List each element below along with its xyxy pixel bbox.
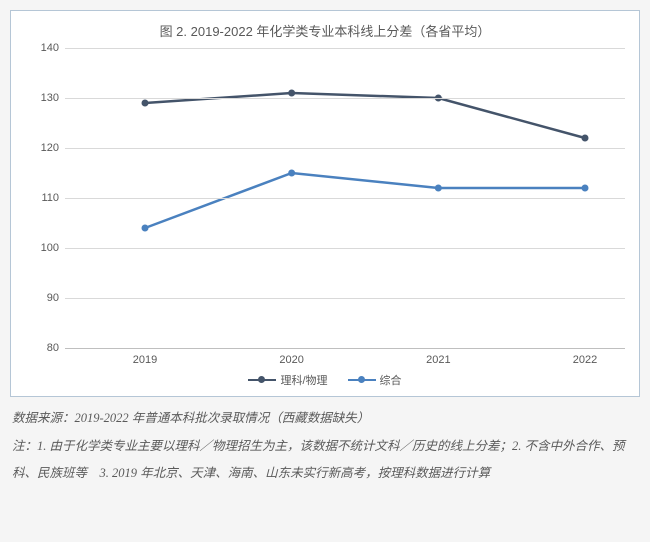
ytick-label: 140 [25,42,59,54]
legend-item: 综合 [348,372,402,388]
ytick-label: 110 [25,192,59,204]
series-line [145,173,585,228]
grid-line [65,98,625,99]
xtick-label: 2019 [133,354,157,366]
chart-card: 图 2. 2019-2022 年化学类专业本科线上分差（各省平均） 80 90 10… [10,10,640,397]
ytick-label: 120 [25,142,59,154]
series-line [145,93,585,138]
chart-legend: 理科/物理 综合 [23,372,627,388]
footer-source: 数据来源：2019-2022 年普通本科批次录取情况（西藏数据缺失） [12,405,638,433]
chart-footer: 数据来源：2019-2022 年普通本科批次录取情况（西藏数据缺失） 注：1. … [10,405,640,488]
xtick-label: 2020 [279,354,303,366]
legend-marker-icon [358,376,365,383]
grid-line [65,148,625,149]
grid-line [65,348,625,349]
series-marker [582,185,589,192]
ytick-label: 90 [25,292,59,304]
grid-line [65,48,625,49]
chart-title: 图 2. 2019-2022 年化学类专业本科线上分差（各省平均） [23,21,627,40]
legend-marker-icon [258,376,265,383]
series-marker [142,225,149,232]
legend-line-icon [248,379,276,382]
legend-label: 综合 [380,372,402,388]
series-marker [288,170,295,177]
xtick-label: 2021 [426,354,450,366]
grid-line [65,298,625,299]
ytick-label: 130 [25,92,59,104]
ytick-label: 100 [25,242,59,254]
footer-note: 注：1. 由于化学类专业主要以理科／物理招生为主，该数据不统计文科／历史的线上分… [12,433,638,488]
xtick-label: 2022 [573,354,597,366]
series-marker [582,135,589,142]
series-marker [288,90,295,97]
grid-line [65,198,625,199]
series-marker [142,100,149,107]
chart-plot-area: 80901001101201301402019202020212022 [25,48,625,348]
ytick-label: 80 [25,342,59,354]
grid-line [65,248,625,249]
legend-line-icon [348,379,376,382]
legend-label: 理科/物理 [280,372,327,388]
series-marker [435,185,442,192]
legend-item: 理科/物理 [248,372,327,388]
